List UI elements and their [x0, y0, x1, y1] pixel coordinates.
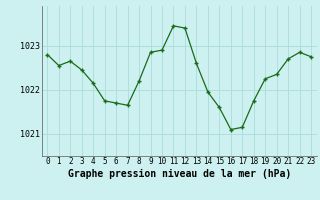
X-axis label: Graphe pression niveau de la mer (hPa): Graphe pression niveau de la mer (hPa) — [68, 169, 291, 179]
